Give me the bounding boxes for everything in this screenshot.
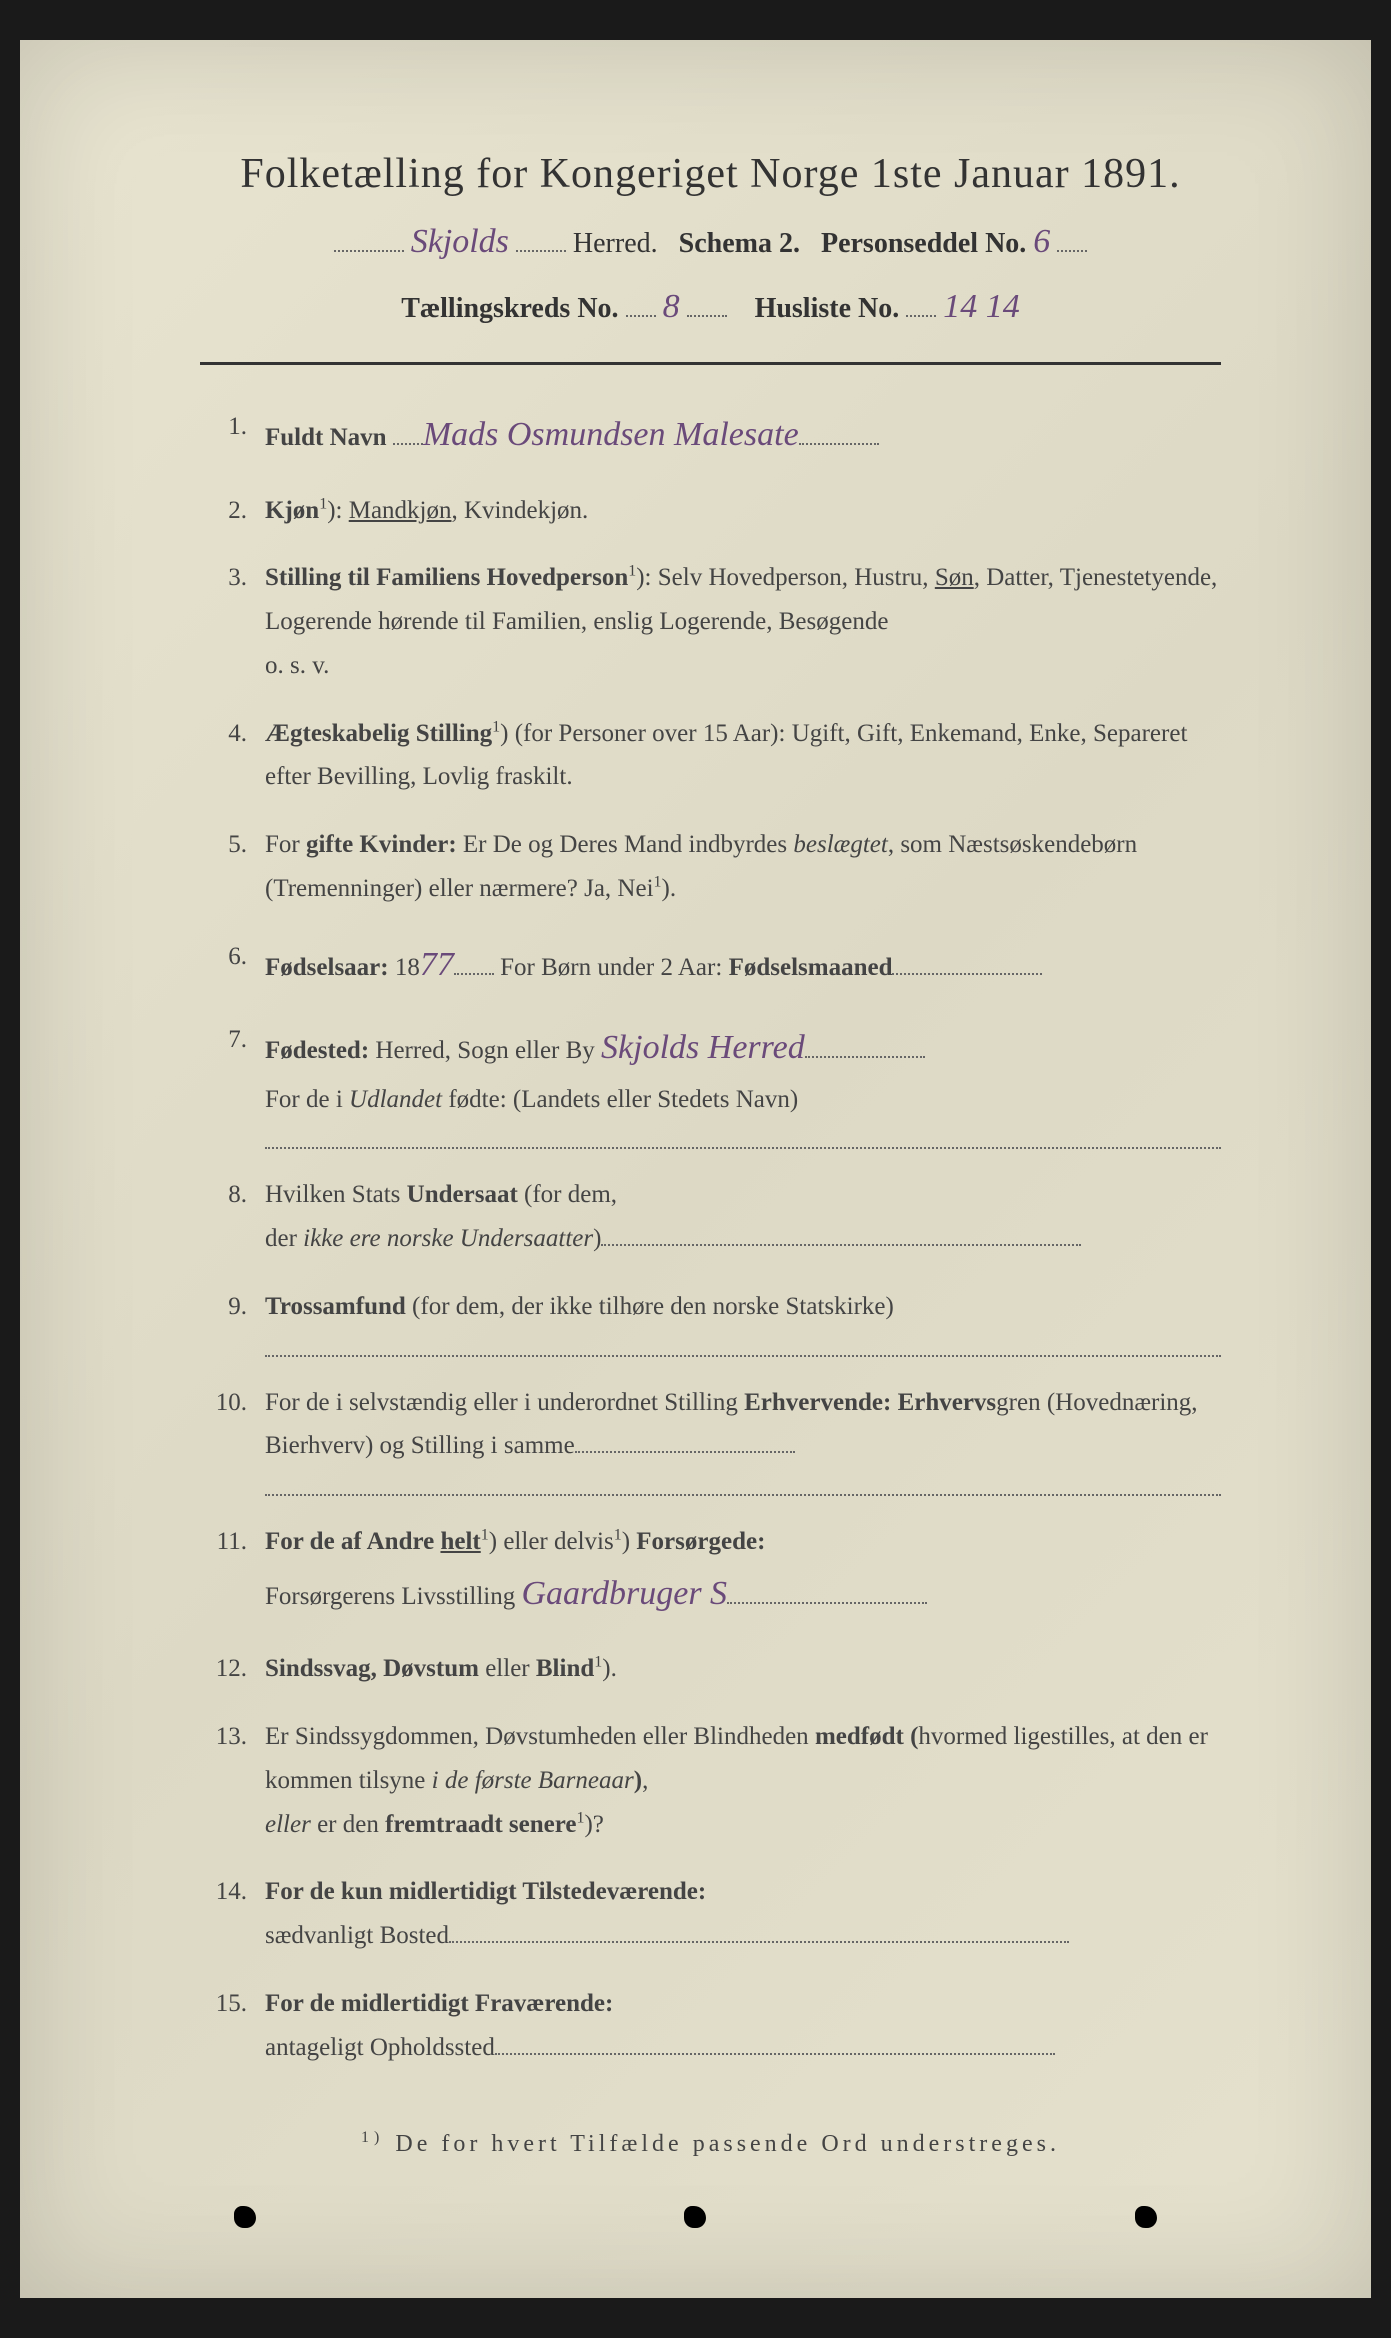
form-item: 6.Fødselsaar: 1877 For Børn under 2 Aar:… [210,935,1221,995]
ink-blot [684,2206,706,2228]
ink-blot [234,2206,256,2228]
item-number: 5. [210,823,265,911]
census-form-page: Folketælling for Kongeriget Norge 1ste J… [20,40,1371,2298]
item-number: 9. [210,1285,265,1357]
item-number: 13. [210,1715,265,1846]
item-label: Fuldt Navn [265,424,387,451]
kreds-label: Tællingskreds No. [401,293,618,324]
item-body: Stilling til Familiens Hovedperson1): Se… [265,556,1221,687]
item-number: 6. [210,935,265,995]
kreds-no: 8 [663,288,680,325]
form-item: 15.For de midlertidigt Fraværende:antage… [210,1982,1221,2070]
form-item: 5.For gifte Kvinder: Er De og Deres Mand… [210,823,1221,911]
husliste-label: Husliste No. [755,293,900,324]
item-number: 7. [210,1018,265,1149]
dots [1057,224,1087,252]
form-item: 1.Fuldt Navn Mads Osmundsen Malesate [210,405,1221,465]
herred-label: Herred. [573,228,658,259]
item-number: 8. [210,1173,265,1261]
footnote-text: De for hvert Tilfælde passende Ord under… [395,2131,1060,2157]
schema-label: Schema 2. [679,228,800,259]
item-body: For de i selvstændig eller i underordnet… [265,1381,1221,1497]
item-body: Fuldt Navn Mads Osmundsen Malesate [265,405,1221,465]
item-body: Fødselsaar: 1877 For Børn under 2 Aar: F… [265,935,1221,995]
item-body: For de kun midlertidigt Tilstedeværende:… [265,1870,1221,1958]
item-number: 3. [210,556,265,687]
form-item: 11.For de af Andre helt1) eller delvis1)… [210,1520,1221,1623]
item-body: Ægteskabelig Stilling1) (for Personer ov… [265,712,1221,800]
item-number: 11. [210,1520,265,1623]
form-item: 10.For de i selvstændig eller i underord… [210,1381,1221,1497]
personseddel-label: Personseddel No. [821,228,1026,259]
form-item: 2.Kjøn1): Mandkjøn, Kvindekjøn. [210,489,1221,533]
form-item: 8.Hvilken Stats Undersaat (for dem,der i… [210,1173,1221,1261]
dots [687,289,727,317]
personseddel-no: 6 [1033,223,1050,260]
item-number: 14. [210,1870,265,1958]
form-item: 9.Trossamfund (for dem, der ikke tilhøre… [210,1285,1221,1357]
item-body: Trossamfund (for dem, der ikke tilhøre d… [265,1285,1221,1357]
header-line-1: Skjolds Herred. Schema 2. Personseddel N… [200,216,1221,267]
dots [799,420,879,445]
dots [906,289,936,317]
dots [334,224,404,252]
form-items: 1.Fuldt Navn Mads Osmundsen Malesate2.Kj… [200,405,1221,2069]
dots [626,289,656,317]
item-number: 12. [210,1647,265,1691]
form-item: 12.Sindssvag, Døvstum eller Blind1). [210,1647,1221,1691]
herred-handwritten: Skjolds [411,223,509,260]
item-number: 15. [210,1982,265,2070]
form-item: 7.Fødested: Herred, Sogn eller By Skjold… [210,1018,1221,1149]
item-number: 2. [210,489,265,533]
form-title: Folketælling for Kongeriget Norge 1ste J… [200,150,1221,198]
item-body: Hvilken Stats Undersaat (for dem,der ikk… [265,1173,1221,1261]
item-number: 1. [210,405,265,465]
form-item: 3.Stilling til Familiens Hovedperson1): … [210,556,1221,687]
item-body: Kjøn1): Mandkjøn, Kvindekjøn. [265,489,1221,533]
item-body: For de af Andre helt1) eller delvis1) Fo… [265,1520,1221,1623]
form-item: 14.For de kun midlertidigt Tilstedeværen… [210,1870,1221,1958]
dots [516,224,566,252]
footnote-marker: 1) [361,2129,384,2146]
husliste-no: 14 14 [943,288,1020,325]
item-number: 10. [210,1381,265,1497]
item-body: For de midlertidigt Fraværende:antagelig… [265,1982,1221,2070]
item-body: For gifte Kvinder: Er De og Deres Mand i… [265,823,1221,911]
item-body: Er Sindssygdommen, Døvstumheden eller Bl… [265,1715,1221,1846]
header-line-2: Tællingskreds No. 8 Husliste No. 14 14 [200,281,1221,332]
form-item: 4.Ægteskabelig Stilling1) (for Personer … [210,712,1221,800]
item-body: Fødested: Herred, Sogn eller By Skjolds … [265,1018,1221,1149]
footnote: 1) De for hvert Tilfælde passende Ord un… [200,2129,1221,2158]
handwritten-value: Mads Osmundsen Malesate [423,416,799,453]
item-number: 4. [210,712,265,800]
page-defects [20,2206,1371,2228]
header-rule [200,362,1221,365]
ink-blot [1135,2206,1157,2228]
item-body: Sindssvag, Døvstum eller Blind1). [265,1647,1221,1691]
form-item: 13.Er Sindssygdommen, Døvstumheden eller… [210,1715,1221,1846]
dots [393,420,423,445]
